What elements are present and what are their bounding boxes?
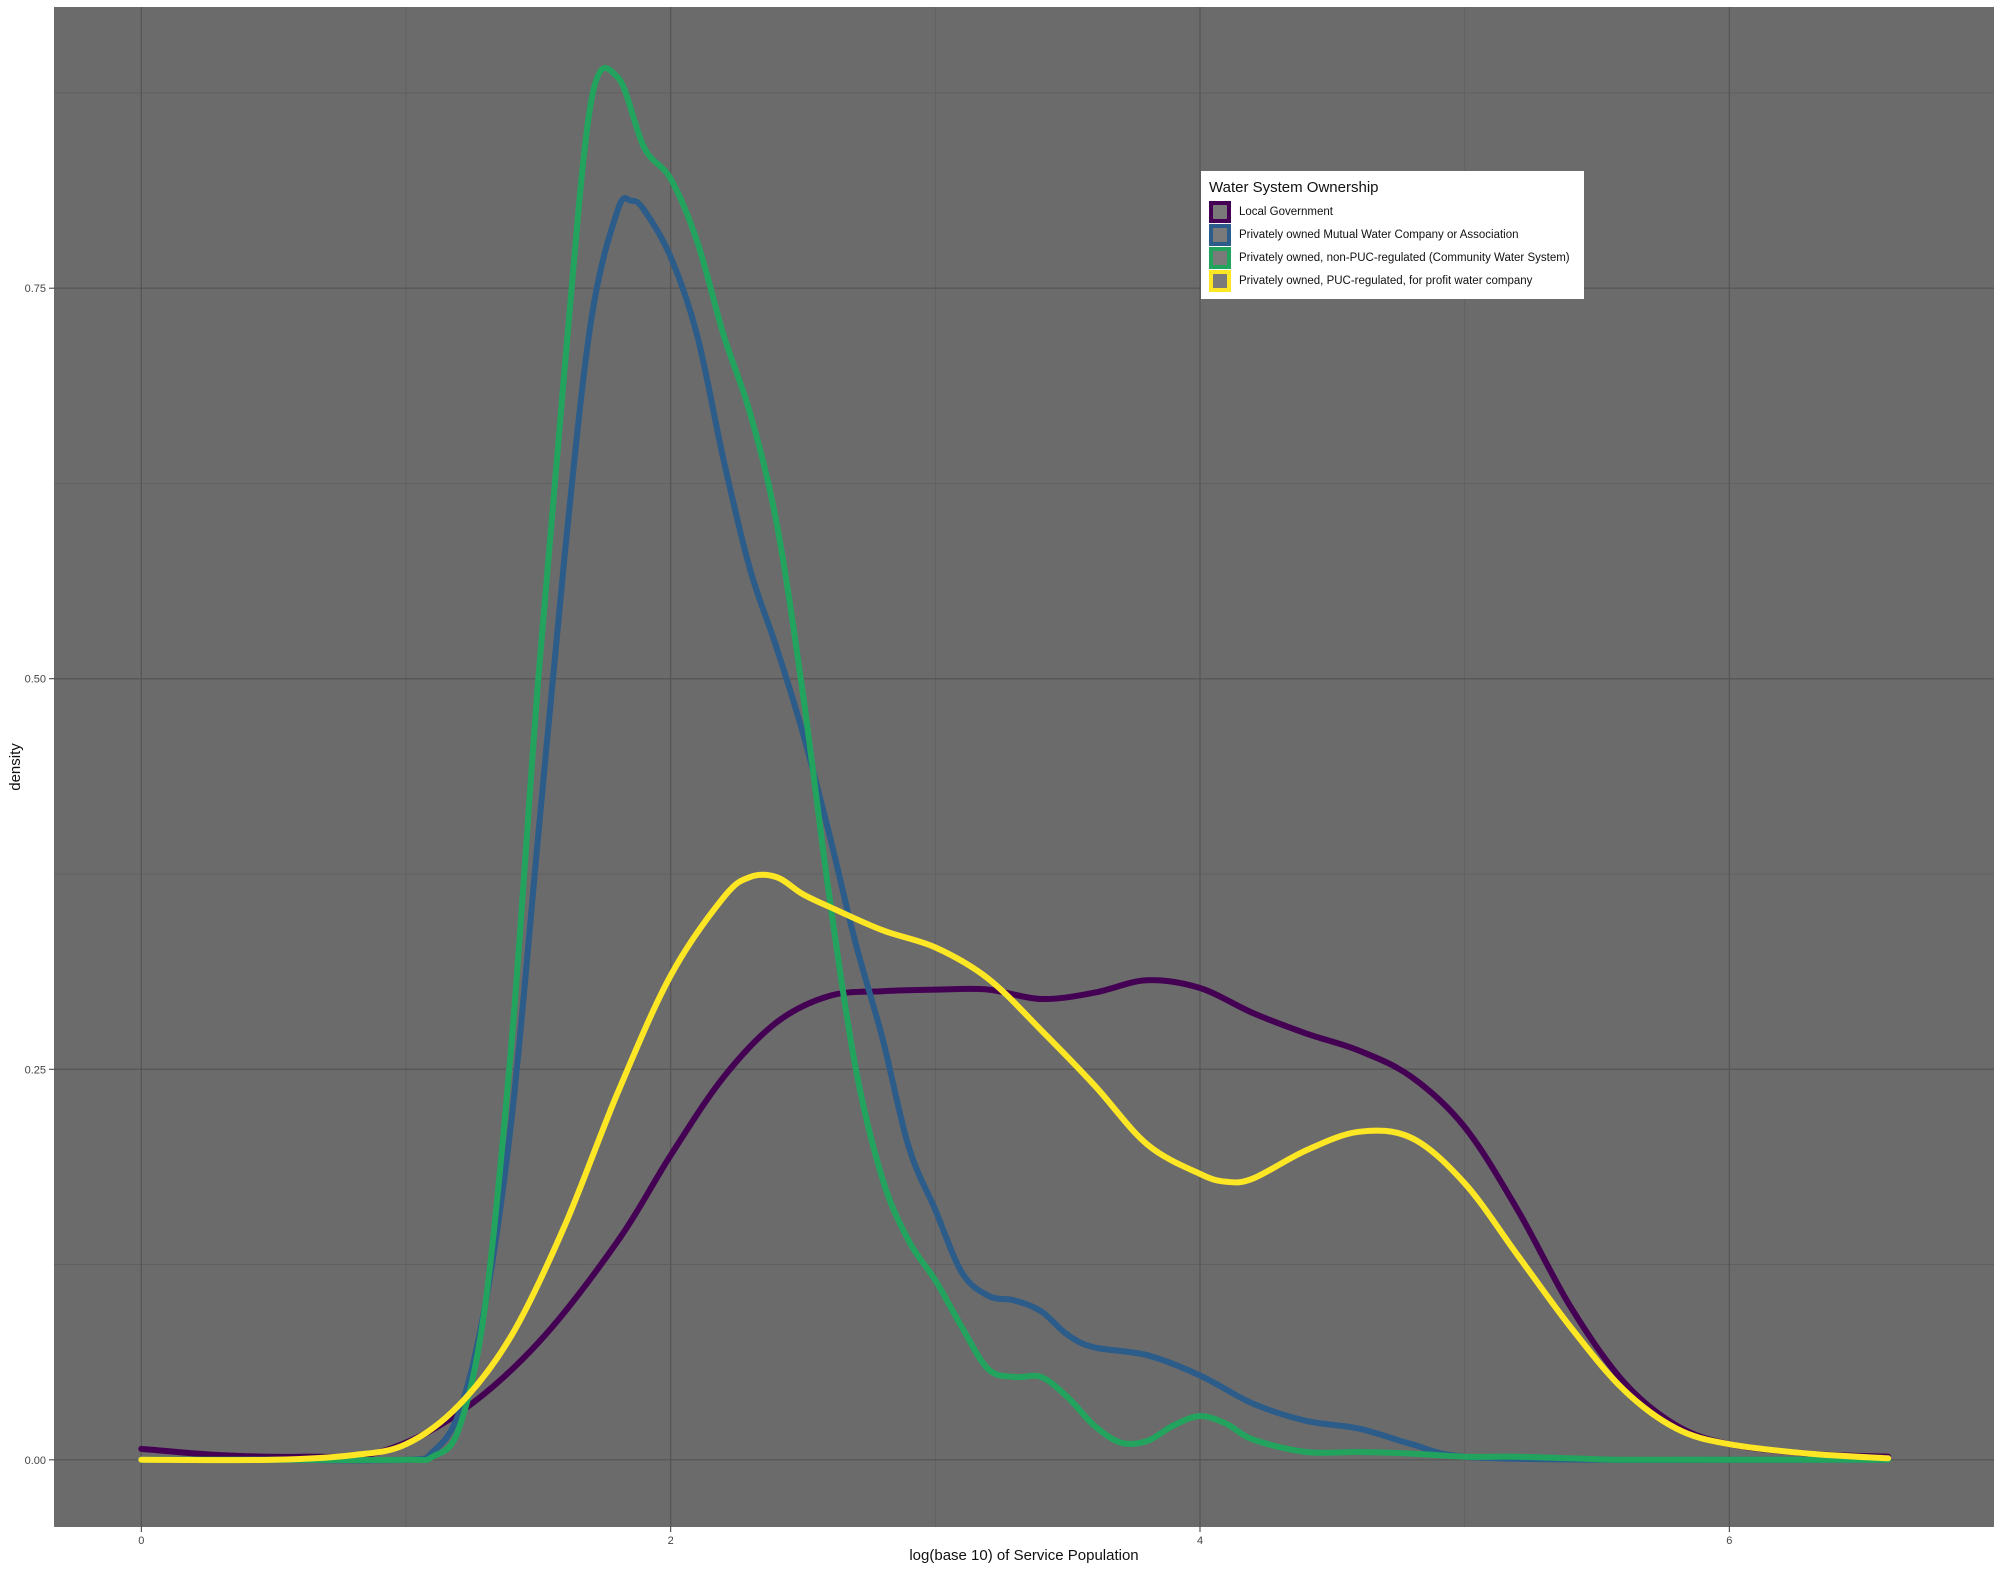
y-tick-label: 0.00 (25, 1455, 46, 1467)
legend-label: Privately owned, non-PUC-regulated (Comm… (1239, 252, 1570, 264)
legend-label: Privately owned Mutual Water Company or … (1239, 229, 1519, 241)
y-tick-label: 0.25 (25, 1064, 46, 1076)
series-line-privately-owned-mutual-water-company-or-association (138, 195, 1892, 1464)
axes: 0 2 4 6 0.00 0.25 0.50 0.75 (25, 283, 1733, 1547)
legend-label: Local Government (1239, 206, 1333, 218)
plot-panel (54, 7, 1994, 1527)
legend-swatch (1209, 270, 1231, 292)
legend-swatch (1209, 247, 1231, 269)
y-tick-label: 0.50 (25, 674, 46, 686)
y-tick-label: 0.75 (25, 283, 46, 295)
x-tick-label: 6 (1726, 1535, 1732, 1547)
legend-swatch (1209, 224, 1231, 246)
legend-label: Privately owned, PUC-regulated, for prof… (1239, 275, 1533, 287)
legend-item-puc-regulated: Privately owned, PUC-regulated, for prof… (1209, 270, 1532, 292)
legend-item-non-puc-regulated: Privately owned, non-PUC-regulated (Comm… (1209, 247, 1570, 269)
legend-title: Water System Ownership (1209, 179, 1379, 196)
x-axis-label: log(base 10) of Service Population (909, 1547, 1138, 1564)
legend-item-local-government: Local Government (1209, 201, 1333, 223)
series-lines (138, 65, 1892, 1464)
x-tick-label: 2 (668, 1535, 674, 1547)
series-line-local-government (138, 977, 1892, 1460)
series-line-privately-owned-non-puc-regulated-community-water-system (138, 65, 1892, 1464)
x-tick-label: 4 (1197, 1535, 1203, 1547)
legend: Water System Ownership Local Government … (1201, 171, 1584, 299)
series-line-privately-owned-puc-regulated-for-profit-water-company (138, 871, 1892, 1464)
x-tick-label: 0 (138, 1535, 144, 1547)
legend-swatch (1209, 201, 1231, 223)
y-axis-label: density (7, 743, 24, 791)
legend-item-mutual-water-company: Privately owned Mutual Water Company or … (1209, 224, 1519, 246)
